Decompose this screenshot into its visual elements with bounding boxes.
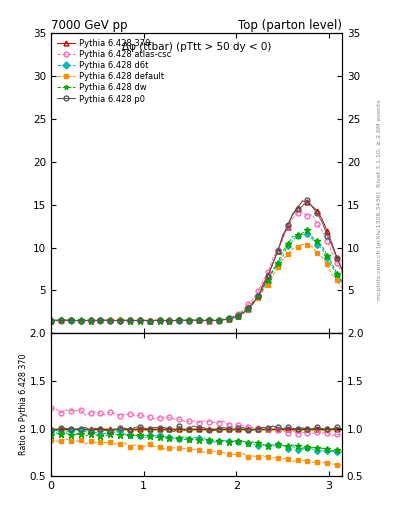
Y-axis label: Ratio to Pythia 6.428 370: Ratio to Pythia 6.428 370 xyxy=(19,354,28,456)
Text: mcplots.cern.ch [arXiv:1306.3436]: mcplots.cern.ch [arXiv:1306.3436] xyxy=(377,191,382,300)
Text: Rivet 3.1.10; ≥ 2.6M events: Rivet 3.1.10; ≥ 2.6M events xyxy=(377,99,382,187)
Legend: Pythia 6.428 370, Pythia 6.428 atlas-csc, Pythia 6.428 d6t, Pythia 6.428 default: Pythia 6.428 370, Pythia 6.428 atlas-csc… xyxy=(55,37,173,105)
Text: 7000 GeV pp: 7000 GeV pp xyxy=(51,19,128,32)
Text: Top (parton level): Top (parton level) xyxy=(238,19,342,32)
Text: Δφ (tt̅bar) (pTtt > 50 dy < 0): Δφ (tt̅bar) (pTtt > 50 dy < 0) xyxy=(122,42,271,52)
